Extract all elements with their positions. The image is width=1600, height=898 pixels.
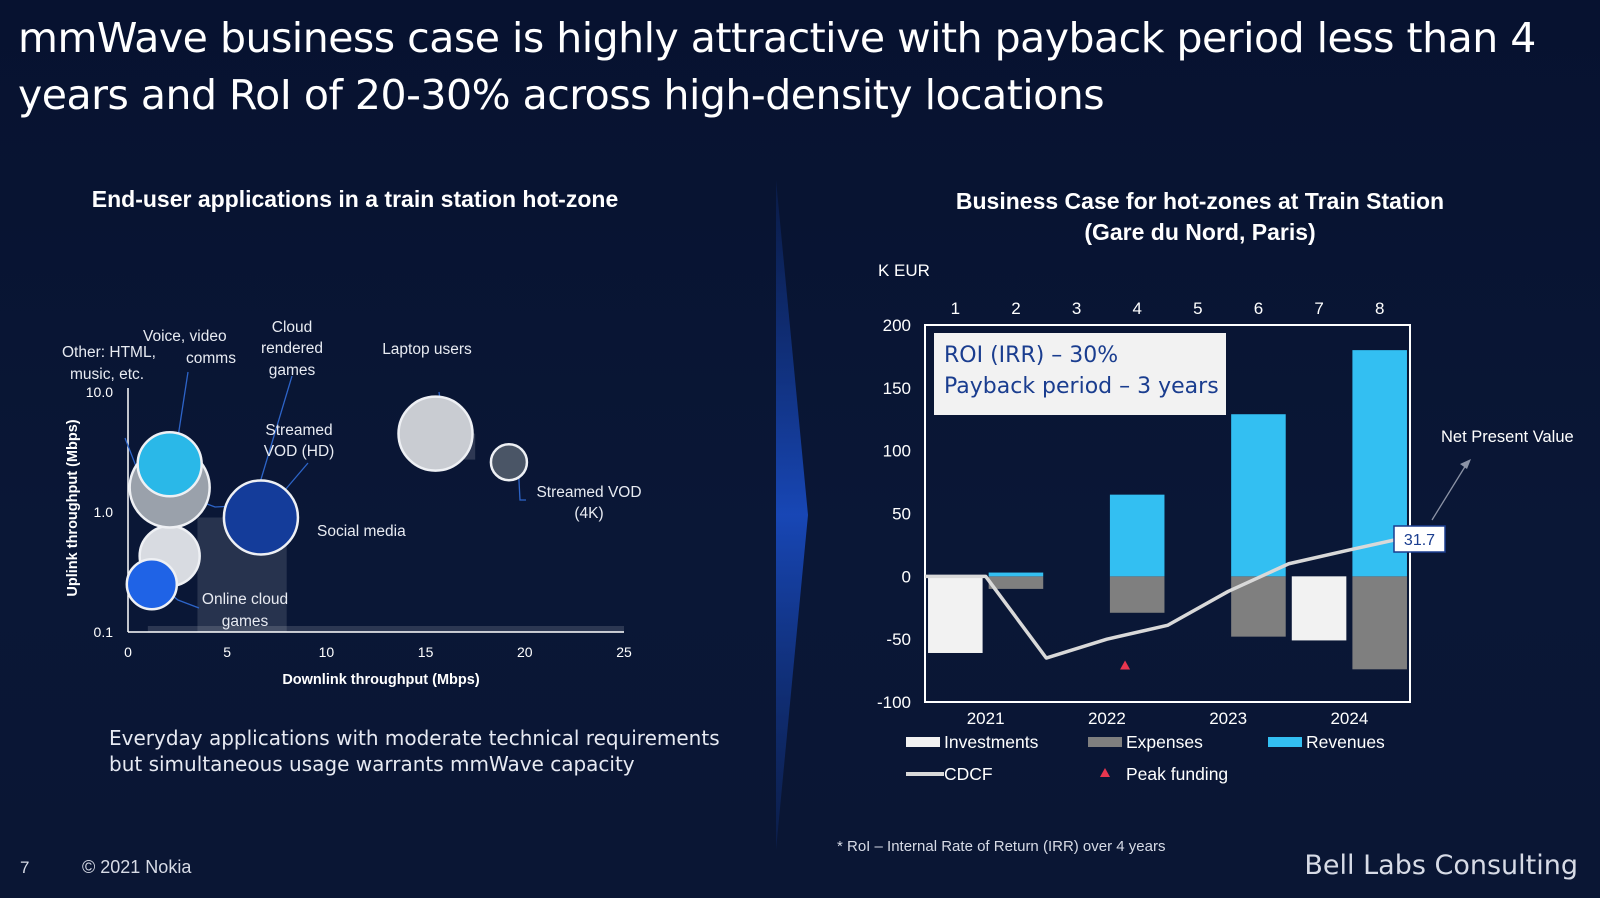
roi-callout: ROI (IRR) – 30% Payback period – 3 years — [934, 333, 1226, 415]
bubble-caption: Everyday applications with moderate tech… — [109, 726, 720, 776]
quarter-label: 8 — [1375, 299, 1384, 318]
y-tick-label: 0.1 — [94, 624, 114, 640]
x-tick-label: 0 — [124, 644, 132, 660]
x-tick-label: 5 — [223, 644, 231, 660]
bubble-annotation: Laptop users — [382, 341, 472, 358]
npv-arrow-head — [1460, 459, 1471, 469]
y-tick-label: 1.0 — [94, 504, 114, 520]
x-tick-label: 10 — [319, 644, 335, 660]
npv-label: Net Present Value — [1441, 428, 1574, 446]
bubble-point — [222, 479, 300, 556]
x-axis-label: Downlink throughput (Mbps) — [282, 672, 479, 688]
y-tick-label: 150 — [883, 379, 911, 398]
business-case-title: Business Case for hot-zones at Train Sta… — [955, 188, 1445, 245]
bar-expenses — [1109, 576, 1165, 613]
leader-line — [284, 462, 309, 491]
legend-label: CDCF — [944, 764, 993, 784]
bubble-annotation: Cloud rendered games — [261, 319, 323, 379]
quarter-label: 3 — [1072, 299, 1081, 318]
legend-label: Peak funding — [1126, 764, 1228, 784]
cdcf-line — [925, 534, 1411, 660]
legend-label: Investments — [944, 732, 1039, 752]
bubble-annotation: Voice, video comms — [143, 328, 236, 367]
legend-label: Revenues — [1306, 732, 1385, 752]
year-label: 2023 — [1209, 709, 1247, 728]
panel-divider — [776, 180, 808, 850]
legend-label: Expenses — [1126, 732, 1203, 752]
quarter-label: 2 — [1011, 299, 1020, 318]
x-tick-label: 15 — [418, 644, 434, 660]
y-tick-label: 10.0 — [86, 384, 113, 400]
page-number: 7 — [20, 858, 30, 877]
bubble-point — [489, 442, 529, 482]
copyright: © 2021 Nokia — [82, 857, 192, 877]
quarter-label: 5 — [1193, 299, 1202, 318]
y-tick-label: 0 — [902, 567, 911, 586]
peak-funding-marker — [1120, 660, 1131, 670]
bar-expenses — [1352, 576, 1407, 670]
bar-expenses — [988, 576, 1044, 589]
year-label: 2024 — [1330, 709, 1368, 728]
legend-swatch — [906, 737, 940, 747]
payback-value: Payback period – 3 years — [944, 374, 1219, 399]
bubble-annotation: Online cloud games — [202, 591, 288, 630]
y-tick-label: 100 — [883, 442, 911, 461]
ghost-shape — [147, 626, 624, 632]
npv-value-box — [1393, 525, 1446, 553]
bubble-annotation: Streamed VOD (HD) — [264, 422, 335, 460]
y-tick-label: -50 — [886, 630, 911, 649]
brand-logo-text: Bell Labs Consulting — [1304, 850, 1578, 881]
quarter-label: 4 — [1132, 299, 1141, 318]
x-tick-label: 25 — [616, 644, 632, 660]
bar-revenues — [1231, 414, 1286, 577]
npv-arrow — [1431, 464, 1467, 521]
legend-swatch — [1268, 737, 1302, 747]
bubble-point — [397, 395, 474, 472]
npv-value: 31.7 — [1404, 532, 1435, 549]
quarter-label: 1 — [951, 299, 960, 318]
bubble-point — [136, 430, 203, 498]
y-tick-label: -100 — [877, 693, 911, 712]
y-axis-label: Uplink throughput (Mbps) — [65, 419, 81, 596]
legend-swatch — [1100, 768, 1110, 777]
roi-value: ROI (IRR) – 30% — [944, 343, 1119, 368]
year-label: 2021 — [967, 709, 1005, 728]
bar-revenues — [1109, 494, 1165, 577]
bar-investments — [928, 576, 983, 653]
y-axis-unit: K EUR — [878, 261, 930, 280]
quarter-label: 7 — [1314, 299, 1323, 318]
bubble-annotation: Other: HTML, music, etc. — [62, 344, 156, 383]
quarter-label: 6 — [1254, 299, 1263, 318]
bubble-chart-title: End-user applications in a train station… — [91, 186, 619, 212]
bubble-annotation: Streamed VOD (4K) — [536, 484, 641, 522]
footnote: * RoI – Internal Rate of Return (IRR) ov… — [837, 838, 1166, 855]
bubble-annotation: Social media — [317, 523, 406, 540]
x-tick-label: 20 — [517, 644, 533, 660]
plot-frame — [924, 324, 1411, 703]
bar-revenues — [988, 572, 1044, 577]
bar-investments — [1291, 576, 1347, 641]
year-label: 2022 — [1088, 709, 1126, 728]
legend-swatch — [1088, 737, 1122, 747]
y-tick-label: 50 — [892, 505, 911, 524]
slide-title: mmWave business case is highly attractiv… — [18, 14, 1536, 119]
bubble-point — [125, 557, 179, 611]
y-tick-label: 200 — [883, 316, 911, 335]
